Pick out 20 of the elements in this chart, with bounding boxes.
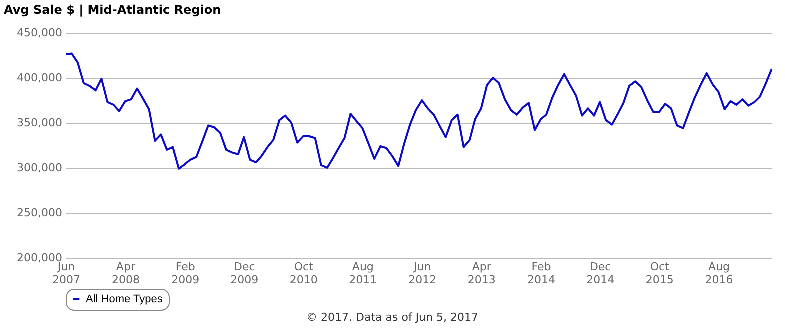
y-tick-label: 350,000	[17, 116, 62, 130]
x-tick-label: Oct 2015	[646, 260, 674, 286]
text: © 2017. Data as of Jun 5, 2017	[306, 311, 480, 324]
x-tick-label: Apr 2008	[112, 260, 140, 286]
y-tick-label: 400,000	[17, 72, 62, 84]
x-tick-label: Oct 2010	[290, 260, 318, 286]
legend-label: All Home Types	[86, 294, 164, 306]
y-tick-label: 450,000	[17, 26, 62, 40]
chart-title: Avg Sale $ | Mid-Atlantic Region	[4, 3, 222, 17]
x-tick-label: Dec 2009	[230, 260, 259, 286]
x-tick-label: Jun 2012	[408, 260, 437, 286]
x-tick-label: Dec 2014	[586, 260, 615, 286]
x-tick-label: Aug 2011	[349, 260, 378, 286]
x-tick-label: Feb 2014	[528, 260, 556, 286]
x-tick-label: Aug 2016	[705, 260, 734, 286]
y-tick-label: 250,000	[17, 206, 62, 220]
x-tick-label: Apr 2013	[468, 260, 496, 286]
line-series	[66, 52, 772, 170]
y-tick-label: 300,000	[17, 162, 62, 174]
x-tick-label: Feb 2009	[172, 260, 200, 286]
